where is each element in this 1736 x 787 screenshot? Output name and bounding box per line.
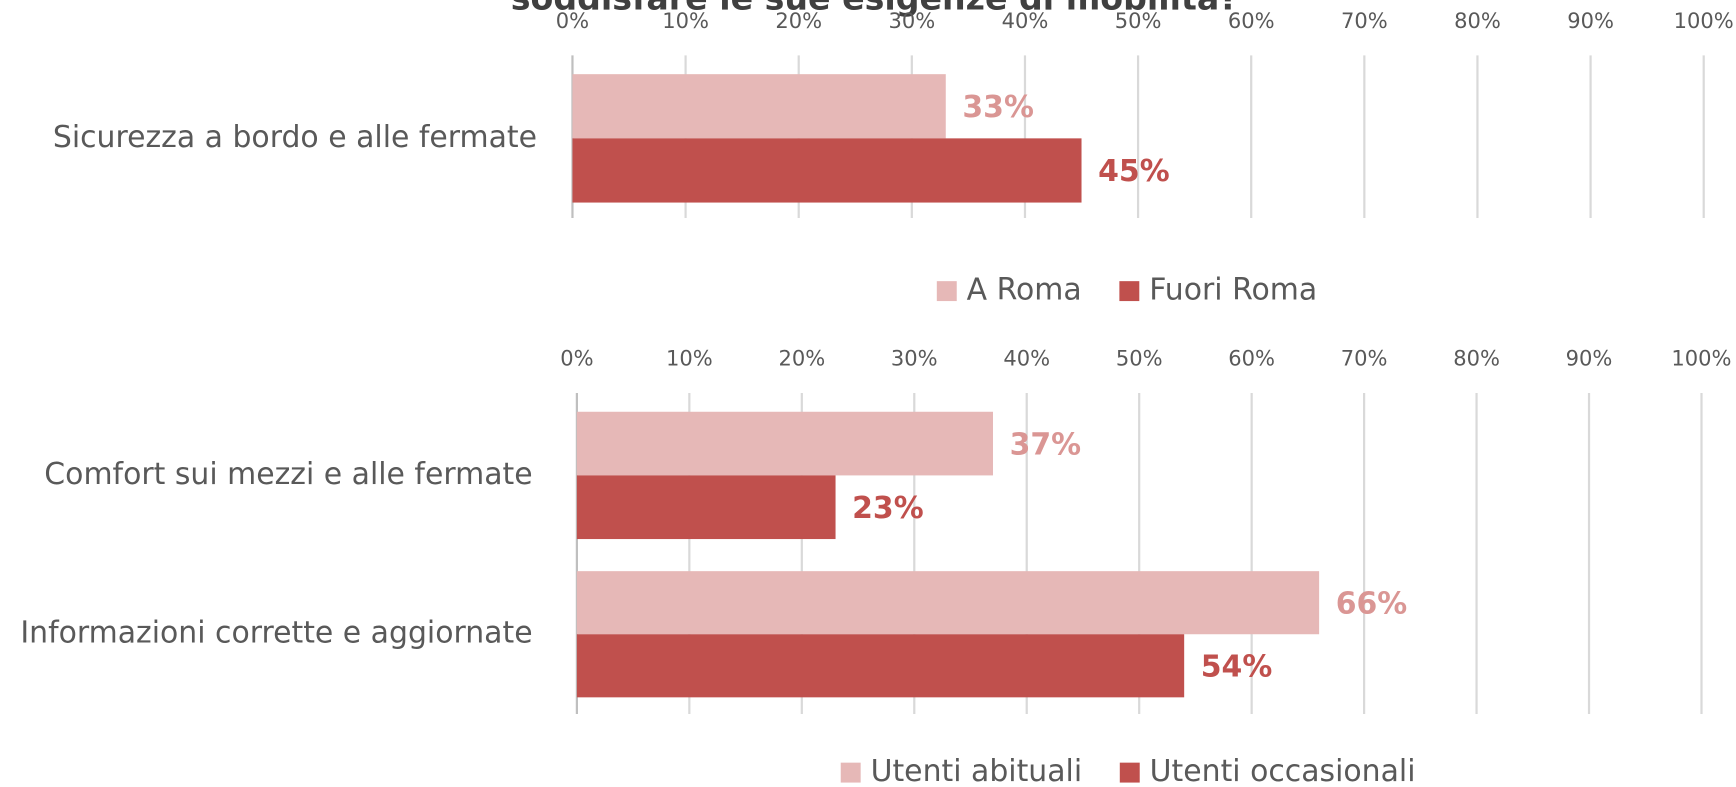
x-tick-label: 40% (1002, 8, 1049, 33)
x-tick-label: 40% (1003, 346, 1050, 371)
bar (572, 74, 946, 139)
value-label: 54% (1201, 650, 1273, 685)
x-tick-label: 30% (888, 8, 935, 33)
bar (576, 634, 1185, 698)
x-tick-label: 20% (775, 8, 822, 33)
x-tick-label: 70% (1341, 346, 1388, 371)
category-label: Informazioni corrette e aggiornate (20, 616, 532, 651)
value-label: 66% (1336, 586, 1408, 621)
legend-label: A Roma (967, 273, 1082, 308)
legend-swatch (1119, 762, 1140, 783)
legend-swatch (840, 762, 861, 783)
legend-swatch (1119, 281, 1140, 302)
chart-title: soddisfare le sue esigenze di mobilità? (511, 0, 1239, 18)
x-tick-label: 90% (1566, 346, 1613, 371)
x-tick-label: 30% (891, 346, 938, 371)
x-tick-label: 50% (1116, 346, 1163, 371)
category-label: Sicurezza a bordo e alle fermate (53, 120, 537, 155)
bar (576, 411, 993, 476)
x-tick-label: 90% (1567, 8, 1614, 33)
x-tick-label: 20% (778, 346, 825, 371)
x-tick-label: 60% (1228, 8, 1275, 33)
bar (576, 475, 836, 540)
value-label: 37% (1010, 427, 1082, 462)
x-tick-label: 70% (1341, 8, 1388, 33)
x-tick-label: 80% (1453, 346, 1500, 371)
x-tick-label: 10% (662, 8, 709, 33)
legend-label: Fuori Roma (1149, 273, 1317, 308)
x-tick-label: 100% (1671, 346, 1731, 371)
x-tick-label: 60% (1228, 346, 1275, 371)
x-tick-label: 0% (560, 346, 593, 371)
legend-label: Utenti abituali (871, 754, 1083, 787)
x-tick-label: 100% (1674, 8, 1734, 33)
value-label: 33% (962, 90, 1034, 125)
x-tick-label: 0% (556, 8, 589, 33)
legend-label: Utenti occasionali (1150, 754, 1416, 787)
value-label: 23% (852, 491, 924, 526)
value-label: 45% (1098, 154, 1170, 189)
x-tick-label: 10% (666, 346, 713, 371)
legend-swatch (936, 281, 957, 302)
bar (576, 571, 1320, 635)
x-tick-label: 80% (1454, 8, 1501, 33)
x-tick-label: 50% (1115, 8, 1162, 33)
bar (572, 138, 1082, 203)
category-label: Comfort sui mezzi e alle fermate (44, 457, 532, 492)
